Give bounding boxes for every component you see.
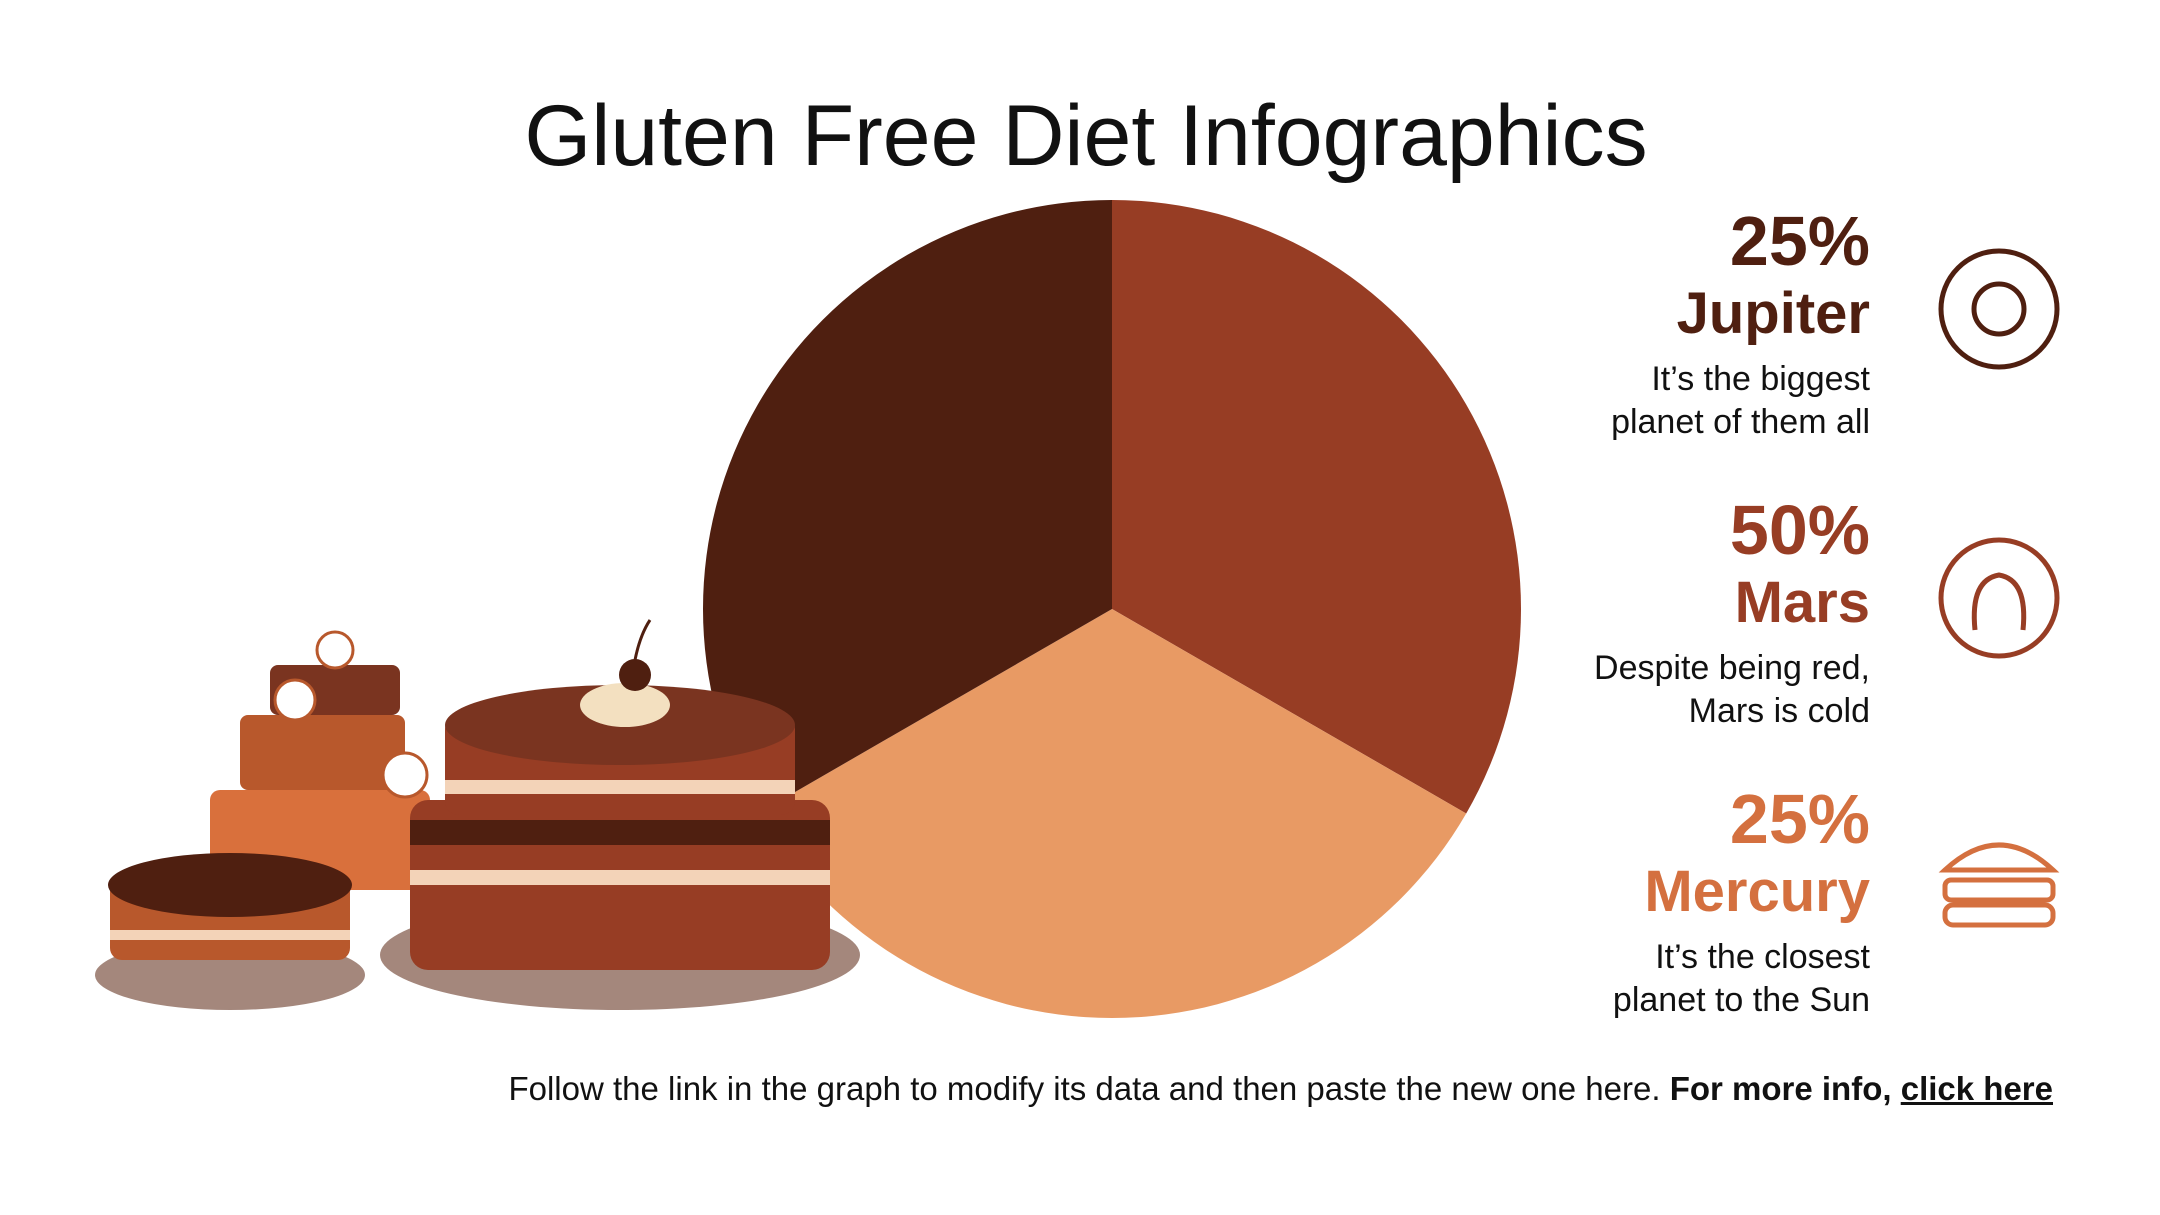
legend-description: planet to the Sun	[1613, 981, 1870, 1019]
legend-name: Mars	[1735, 570, 1870, 635]
legend-description: Mars is cold	[1689, 692, 1870, 730]
legend-description: Despite being red,	[1594, 649, 1870, 687]
legend-name: Jupiter	[1677, 281, 1870, 346]
cakes	[95, 619, 860, 1010]
legend-percent: 50%	[1730, 491, 1870, 569]
legend-percent: 25%	[1730, 202, 1870, 280]
legend-description: planet of them all	[1611, 403, 1870, 441]
icons	[1938, 248, 2060, 928]
pie	[703, 200, 1521, 1018]
footer-text: Follow the link in the graph to modify i…	[508, 1070, 1661, 1107]
footer: Follow the link in the graph to modify i…	[508, 1070, 2053, 1108]
pie-slice	[1112, 200, 1521, 814]
title: Gluten Free Diet Infographics	[524, 88, 1647, 184]
legend-description: It’s the closest	[1655, 938, 1870, 976]
footer-bold: For more info,	[1669, 1070, 1892, 1107]
pie-slice	[703, 200, 1112, 814]
legend-percent: 25%	[1730, 780, 1870, 858]
link[interactable]: click here	[1900, 1070, 2053, 1107]
legend-description: It’s the biggest	[1651, 360, 1870, 398]
pie-slice	[757, 609, 1467, 1018]
legend-name: Mercury	[1644, 859, 1870, 924]
